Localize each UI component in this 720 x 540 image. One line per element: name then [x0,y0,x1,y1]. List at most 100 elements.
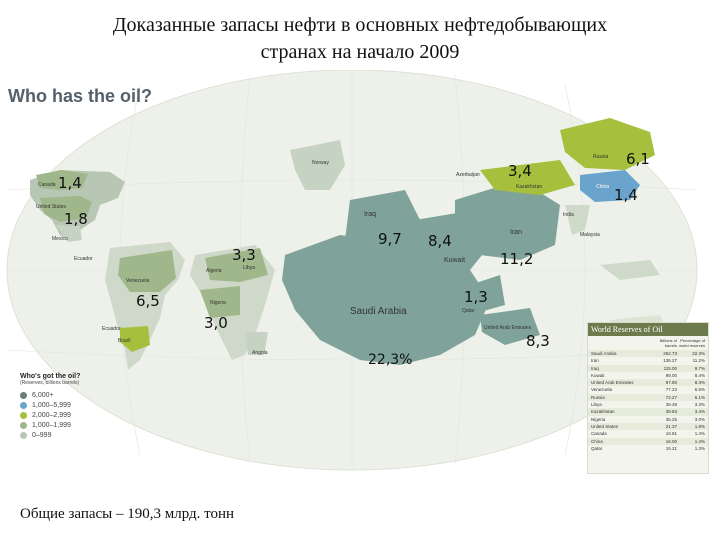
angola-shape [245,332,268,355]
share-usa: 1,8 [64,210,88,228]
share-saudi: 22,3% [368,352,413,368]
qatar-shape [470,275,505,312]
saudi-shape [282,235,490,365]
libya-shape [205,248,268,282]
label-kuwait: Kuwait [444,257,466,264]
table-row: Iran 136.27 11.2% [588,357,708,364]
label-russia: Russia [593,154,609,160]
legend-item: 1,000–5,999 [20,400,100,410]
kazakhstan-shape [480,160,575,195]
usa-shape [40,196,92,222]
cell-percent: 3.3% [694,402,705,408]
slide-title: Доказанные запасы нефти в основных нефте… [40,12,680,66]
legend-title: Who's got the oil? [20,373,81,380]
label-uae: United Arab Emirates [484,325,532,331]
legend-swatch [20,431,27,439]
total-reserves-footer: Общие запасы – 190,3 млрд. тонн [20,506,235,522]
cell-percent: 3.0% [694,416,705,422]
cell-barrels: 16.81 [665,431,677,437]
reserves-rows: Saudi Arabia 262.73 22.3% Iran 136.27 11.2% … [588,350,708,452]
label-malaysia: Malaysia [580,232,600,238]
table-row: Nigeria 35.25 3.0% [588,416,708,423]
table-row: Qatar 15.21 1.3% [588,445,708,452]
label-norway: Norway [312,160,329,166]
venezuela-shape [118,250,176,292]
cell-country: Saudi Arabia [591,351,617,356]
reserves-title: World Reserves of Oil [588,323,708,336]
share-nigeria: 3,0 [204,314,228,332]
cell-percent: 22.3% [692,351,705,356]
legend-swatch [20,421,27,429]
reserves-header-cell: Billions of barrels [659,338,677,348]
share-kazakhstan: 3,4 [508,162,532,180]
table-row: United Arab Emirates 97.80 8.3% [588,379,708,387]
cell-barrels: 72.27 [665,394,677,400]
cell-barrels: 97.80 [665,380,677,386]
legend-item: 6,000+ [20,390,100,400]
label-saudi: Saudi Arabia [350,306,407,317]
cell-percent: 6.5% [694,387,705,393]
cell-barrels: 15.21 [665,445,677,451]
share-russia: 6,1 [626,150,650,168]
title-line-2: странах на начало 2009 [260,41,460,63]
reserves-table: World Reserves of Oil Billions of barrel… [587,322,709,474]
label-india: India [563,212,574,218]
cell-country: Iran [591,358,599,364]
cell-barrels: 262.73 [663,351,677,356]
label-iraq: Iraq [364,211,377,218]
cell-country: Libya [591,402,602,408]
cell-barrels: 99.00 [665,372,677,378]
cell-country: Qatar [591,445,603,451]
label-qatar: Qatar [462,308,475,314]
legend-label: 2,000–2,999 [32,411,71,419]
cell-percent: 1.4% [694,431,705,437]
legend-item: 1,000–1,999 [20,420,100,430]
map-title: Who has the oil? [8,86,152,106]
cell-country: Canada [591,431,607,437]
label-azerbaijan: Azerbaijan [456,172,480,178]
cell-country: Kazakhstan [591,409,615,415]
label-canada: Canada [38,182,56,188]
label-ecuador-2: Ecuador [102,326,121,332]
legend-swatch [20,411,27,419]
cell-barrels: 16.00 [665,438,677,444]
legend-subtitle: (Reserves, billions barrels) [20,380,80,386]
cell-country: Iraq [591,365,599,371]
label-angola: Angola [252,350,268,356]
table-row: United States 21.37 1.8% [588,422,708,431]
label-ecuador: Ecuador [74,256,93,262]
legend-item: 0–999 [20,430,100,440]
table-row: Libya 39.49 3.3% [588,401,708,408]
label-china: China [596,184,610,190]
canada-shape [36,170,88,190]
share-iraq: 9,7 [378,230,402,248]
cell-barrels: 35.25 [665,416,677,422]
nigeria-shape [200,286,240,318]
mexico-shape [56,225,82,242]
label-nigeria: Nigeria [210,300,226,306]
share-venezuela: 6,5 [136,292,160,310]
label-usa: United States [36,204,67,210]
cell-percent: 8.3% [694,380,705,386]
cell-percent: 1.8% [694,423,705,429]
cell-percent: 11.2% [692,358,705,364]
cell-barrels: 21.37 [665,423,677,429]
cell-percent: 9.7% [694,365,705,371]
label-libya: Libya [243,265,255,271]
legend-item: 2,000–2,999 [20,410,100,420]
cell-percent: 6.1% [694,394,705,400]
share-kuwait: 11,2 [500,250,534,268]
map-legend: Who's got the oil? (Reserves, billions b… [20,373,100,440]
cell-country: United Arab Emirates [591,380,634,386]
brazil-shape [120,326,150,352]
cell-barrels: 39.49 [665,402,677,408]
cell-barrels: 77.23 [665,387,677,393]
label-algeria: Algeria [206,268,222,274]
uae-shape [480,308,540,345]
share-canada: 1,4 [58,174,82,192]
europe-land [290,140,345,190]
china-shape [580,170,640,202]
cell-country: Venezuela [591,387,613,393]
table-row: Iraq 115.00 9.7% [588,364,708,372]
legend-swatch [20,401,27,409]
